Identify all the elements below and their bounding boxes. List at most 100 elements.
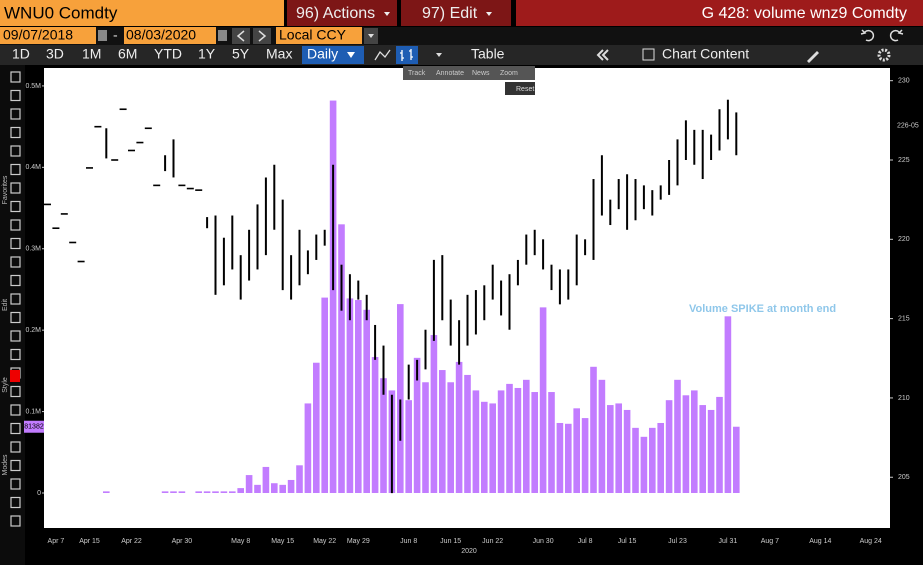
period-tab[interactable]: 1M [82, 46, 101, 62]
next-button[interactable] [253, 28, 271, 44]
sidebar-icons: Favorites Edit Style Modes [2, 71, 21, 527]
hover-tool[interactable]: Zoom [500, 70, 518, 77]
x-tick-label: Aug 14 [809, 538, 831, 545]
x-tick-label: May 22 [313, 538, 336, 545]
collapse-icon[interactable] [596, 49, 604, 61]
x-tick-label: Apr 30 [172, 538, 193, 545]
tool-icon[interactable] [10, 145, 21, 157]
volume-bar [237, 488, 244, 493]
volume-bar [716, 396, 723, 493]
volume-bar [539, 307, 547, 493]
tool-icon[interactable] [10, 441, 21, 453]
tool-icon[interactable] [10, 274, 21, 287]
start-date-box[interactable] [0, 27, 96, 44]
frequency-button[interactable] [302, 46, 364, 64]
table-button[interactable]: Table [471, 46, 505, 62]
x-tick-label: May 8 [231, 538, 250, 545]
edit-button[interactable] [401, 0, 511, 26]
x-tick-label: Jul 15 [618, 538, 637, 545]
price-bar [136, 141, 144, 144]
tool-icon[interactable] [10, 385, 21, 398]
volume-bar [724, 316, 732, 493]
hover-tool[interactable]: Annotate [436, 70, 464, 77]
tool-icon[interactable] [10, 89, 21, 102]
period-tab[interactable]: 3D [46, 46, 64, 62]
y2-tick-label: 225 [898, 157, 910, 164]
tool-icon[interactable] [10, 293, 21, 305]
tool-icon[interactable] [10, 330, 21, 342]
color-swatch[interactable] [10, 370, 20, 382]
actions-button[interactable] [287, 0, 397, 26]
volume-bar [355, 300, 362, 493]
volume-bar [691, 390, 698, 493]
volume-bar [287, 479, 295, 493]
volume-bar [598, 379, 606, 493]
reset-button[interactable] [505, 82, 535, 95]
volume-bar [674, 379, 681, 493]
chart-content-button[interactable]: Chart Content [662, 46, 749, 62]
tool-icon[interactable] [10, 182, 21, 194]
bar-chart-button[interactable] [396, 46, 418, 64]
volume-bar [170, 491, 177, 493]
edit-icon[interactable] [807, 51, 819, 63]
sidebar-label: Modes [2, 454, 9, 476]
hover-tool[interactable]: Track [408, 70, 426, 77]
tool-icon[interactable] [10, 478, 21, 490]
tool-icon[interactable] [10, 348, 21, 361]
period-tab[interactable]: 6M [118, 46, 137, 62]
volume-bar [380, 378, 387, 493]
volume-bar [607, 405, 614, 493]
hover-tool[interactable]: News [472, 70, 490, 77]
dropdown-arrow [384, 12, 390, 16]
tool-icon[interactable] [10, 163, 21, 176]
tool-icon[interactable] [10, 237, 21, 250]
volume-bar [262, 466, 270, 493]
tool-icon[interactable] [10, 459, 21, 472]
tool-icon[interactable] [10, 200, 21, 213]
tool-icon[interactable] [10, 108, 21, 120]
dropdown-arrow[interactable] [436, 53, 442, 57]
volume-bar [623, 409, 631, 493]
ticker-box[interactable] [0, 0, 284, 26]
calendar-icon[interactable] [218, 30, 227, 41]
last-value-label: 81382 [24, 424, 44, 431]
prev-button[interactable] [232, 28, 250, 44]
y2-tick-label: 210 [898, 395, 910, 402]
y-tick-label: 0.5M [25, 83, 41, 90]
period-tab[interactable]: 5Y [232, 46, 250, 62]
period-tab[interactable]: 1D [12, 46, 30, 62]
undo-icon[interactable] [860, 29, 875, 42]
period-tab[interactable]: 1Y [198, 46, 216, 62]
tool-icon[interactable] [10, 496, 21, 509]
dropdown-arrow [486, 12, 492, 16]
tool-icon[interactable] [10, 311, 21, 324]
volume-bar [649, 427, 656, 493]
reset-label: Reset [516, 86, 534, 93]
tool-icon[interactable] [10, 404, 21, 416]
volume-bar [455, 361, 463, 493]
calendar-icon[interactable] [98, 30, 107, 41]
x-tick-label: Apr 15 [79, 538, 100, 545]
settings-icon[interactable] [877, 48, 891, 62]
collapse-icon[interactable] [601, 49, 609, 61]
volume-bar [447, 382, 454, 493]
redo-icon[interactable] [889, 29, 904, 42]
tool-icon[interactable] [10, 126, 21, 139]
tool-icon[interactable] [10, 256, 21, 268]
sidebar-label: Style [2, 377, 9, 393]
period-tab[interactable]: Max [266, 46, 292, 62]
tool-icon[interactable] [10, 422, 21, 435]
volume-bar [665, 400, 673, 493]
period-tab[interactable]: YTD [154, 46, 182, 62]
volume-bar [523, 379, 530, 493]
currency: Local CCY [279, 27, 347, 43]
end-date-box[interactable] [124, 27, 216, 44]
tool-icon[interactable] [10, 219, 21, 231]
tool-icon[interactable] [10, 71, 21, 83]
line-chart-icon[interactable] [374, 49, 391, 61]
price-bar [86, 167, 93, 169]
currency-box[interactable] [276, 27, 362, 44]
y2-tick-label: 230 [898, 78, 910, 85]
tool-icon[interactable] [10, 515, 21, 527]
price-bar [69, 241, 77, 244]
